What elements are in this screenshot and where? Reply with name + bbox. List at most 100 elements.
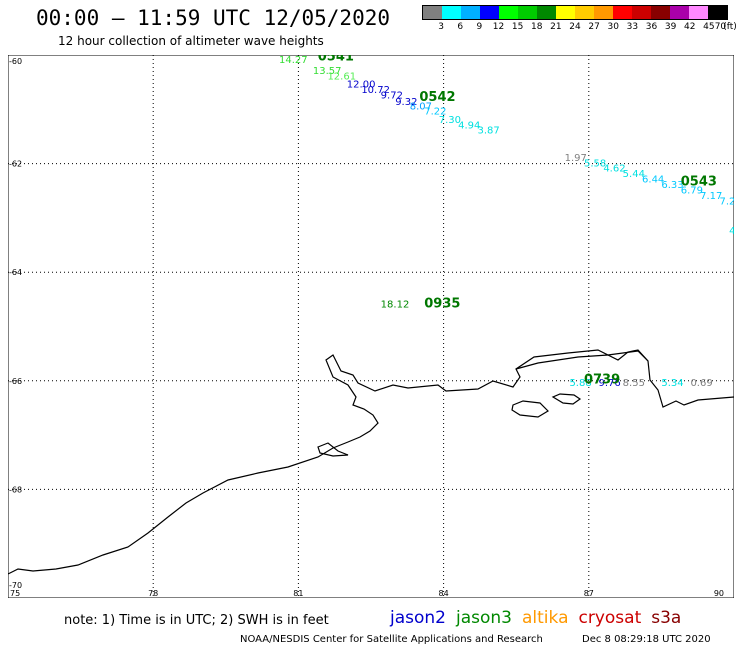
legend-label: 3	[438, 22, 444, 32]
swh-value: 6.79	[681, 185, 703, 196]
swh-observations: 14.2713.5712.6112.0010.729.729.328.077.2…	[279, 55, 734, 389]
swh-value: 5.44	[623, 169, 645, 180]
map-subtitle: 12 hour collection of altimeter wave hei…	[58, 34, 324, 48]
swh-value: 7.17	[700, 191, 722, 202]
legend-swatch	[651, 6, 670, 19]
legend-swatch	[632, 6, 651, 19]
units-note: note: 1) Time is in UTC; 2) SWH is in fe…	[64, 613, 329, 628]
lat-tick-label: -70	[9, 581, 22, 590]
swh-value: 12.00	[347, 80, 376, 91]
island-outline-west	[317, 442, 349, 457]
legend-label: 15	[511, 22, 524, 32]
pass-time-label: 0739	[584, 373, 620, 388]
lon-tick-label: 90	[714, 589, 724, 598]
legend-label: 30	[607, 22, 619, 32]
lon-tick-label: 78	[148, 589, 158, 598]
lat-tick-label: -62	[9, 160, 22, 169]
pass-time-label: 0935	[424, 296, 460, 311]
generated-timestamp: Dec 8 08:29:18 UTC 2020	[582, 634, 711, 645]
ice-shelf-edge	[515, 350, 649, 370]
swh-value: 3.87	[477, 126, 499, 137]
satellite-name: jason3	[456, 608, 512, 628]
lat-tick-label: -66	[9, 377, 22, 386]
graticule	[8, 55, 734, 598]
swh-value: 12.61	[327, 71, 356, 82]
legend-swatch	[575, 6, 594, 19]
swh-value: 10.72	[361, 85, 390, 96]
map-frame	[8, 55, 734, 598]
legend-swatch	[708, 6, 727, 19]
swh-value: 13.57	[313, 66, 342, 77]
legend-label: 6	[457, 22, 464, 32]
legend-label: 45	[703, 22, 715, 32]
swh-value: 5.58	[584, 158, 606, 169]
legend-label: 18	[531, 22, 543, 32]
pass-labels: 0541 0542 0543 0935 0739	[318, 55, 717, 388]
lon-tick-label: 81	[293, 589, 303, 598]
swh-value: 1.97	[565, 153, 587, 164]
swh-value: 8.55	[623, 378, 645, 389]
swh-value: 7.29	[719, 196, 734, 207]
wave-height-legend: 3 6 9 12 15 18 21 24 27 30 33 36 39 42 45 70 (ft)	[422, 5, 737, 35]
swh-value: 4.94	[458, 120, 480, 131]
legend-label: 9	[476, 22, 483, 32]
pass-time-label: 0541	[318, 55, 354, 64]
legend-swatch	[442, 6, 461, 19]
legend-swatch	[556, 6, 575, 19]
coast-inlet	[551, 393, 582, 405]
legend-swatch	[423, 6, 442, 19]
legend-swatch	[689, 6, 708, 19]
legend-swatch	[670, 6, 689, 19]
legend-swatch	[518, 6, 537, 19]
satellite-name: s3a	[651, 608, 682, 628]
legend-swatch	[461, 6, 480, 19]
legend-label: 27	[588, 22, 600, 32]
swh-value: 6.44	[642, 175, 664, 186]
lon-tick-label: 75	[10, 589, 20, 598]
legend-swatch	[480, 6, 499, 19]
legend-label: 21	[550, 22, 562, 32]
swh-value: 7.30	[439, 115, 461, 126]
swh-value: 18.12	[381, 299, 410, 310]
swh-value: 9.72	[381, 90, 403, 101]
map-plot: 75 78 81 84 87 90 -60 -62 -64 -66 -68 -70 14.27 13.5…	[8, 55, 734, 598]
legend-swatches	[422, 5, 728, 20]
satellite-name: cryosat	[578, 608, 642, 628]
legend-label: 24	[569, 22, 581, 32]
swh-value: 4.9	[729, 226, 734, 237]
legend-label: 39	[664, 22, 677, 32]
swh-value: 14.27	[279, 55, 308, 66]
swh-value: 5.88	[569, 378, 591, 389]
satellite-legend: jason2 jason3 altika cryosat s3a	[390, 608, 691, 628]
legend-label: 36	[645, 22, 658, 32]
legend-swatch	[594, 6, 613, 19]
legend-swatch	[613, 6, 632, 19]
pass-time-label: 0542	[419, 90, 455, 105]
legend-label: 33	[626, 22, 639, 32]
legend-label: 12	[492, 22, 505, 32]
axis-ticks: 75 78 81 84 87 90 -60 -62 -64 -66 -68 -70	[9, 57, 724, 598]
swh-value: 8.07	[410, 101, 432, 112]
lon-tick-label: 84	[439, 589, 449, 598]
legend-label: 42	[684, 22, 696, 32]
lat-tick-label: -64	[9, 268, 22, 277]
swh-value: 0.69	[690, 378, 712, 389]
island-outline-center	[511, 400, 549, 418]
swh-value: 7.22	[424, 107, 446, 118]
map-title: 00:00 – 11:59 UTC 12/05/2020	[36, 6, 391, 30]
lat-tick-label: -60	[9, 57, 22, 66]
credit-line: NOAA/NESDIS Center for Satellite Applica…	[240, 634, 543, 645]
swh-value: 5.34	[661, 378, 683, 389]
swh-value: 4.62	[603, 164, 625, 175]
legend-label: 70	[714, 22, 727, 32]
lon-tick-label: 87	[584, 589, 594, 598]
pass-time-label: 0543	[681, 174, 717, 189]
swh-value: 9.32	[395, 97, 417, 108]
satellite-name: altika	[522, 608, 569, 628]
swh-value: 6.33	[661, 180, 683, 191]
legend-swatch	[499, 6, 518, 19]
lat-tick-label: -68	[9, 485, 22, 494]
legend-label: (ft)	[723, 22, 737, 32]
legend-swatch	[537, 6, 556, 19]
satellite-name: jason2	[390, 608, 446, 628]
